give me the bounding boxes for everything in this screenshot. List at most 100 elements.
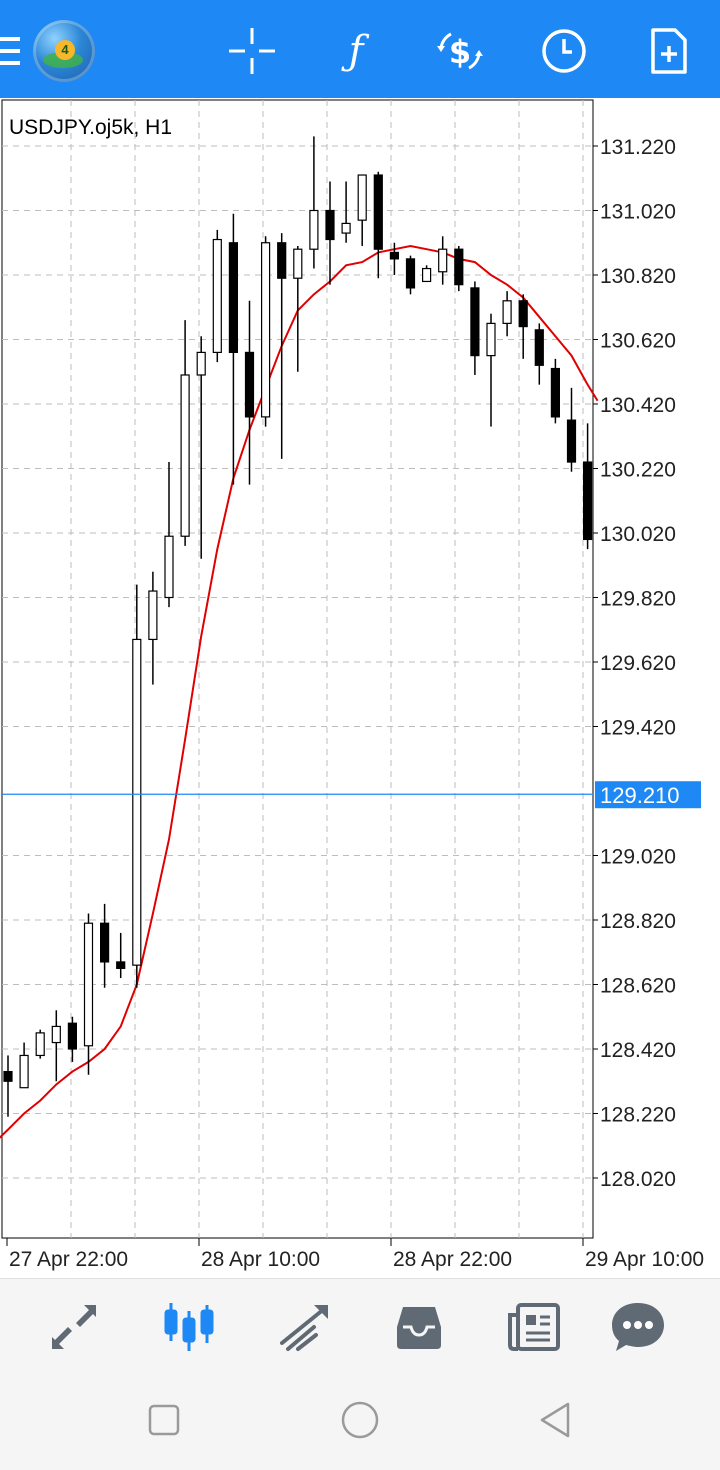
candle [405, 255, 416, 295]
candle [309, 136, 319, 269]
quotes-icon[interactable] [44, 1297, 104, 1357]
price-tick-label: 128.820 [600, 910, 676, 933]
candle-body-bear [470, 287, 480, 357]
candle [373, 171, 383, 279]
symbol-label: USDJPY.oj5k, H1 [9, 116, 172, 139]
current-price-layer: 129.210 [2, 781, 701, 809]
candle [228, 213, 238, 485]
time-tick-label: 29 Apr 10:00 [585, 1248, 704, 1271]
candle-body-bull [19, 1054, 29, 1089]
price-tick-label: 128.620 [600, 975, 676, 998]
candle-body-bull [422, 267, 432, 283]
candle-body-bull [132, 638, 142, 966]
chart-canvas[interactable]: 129.210 131.220 131.020 130.820 130.620 130.… [0, 98, 720, 1276]
candle-body-bull [309, 209, 319, 250]
candle [566, 387, 577, 472]
news-icon[interactable] [504, 1297, 564, 1357]
candle [389, 242, 399, 275]
add-file-icon[interactable] [639, 22, 697, 80]
candle [51, 1010, 61, 1082]
candle [325, 181, 335, 285]
metatrader-logo-icon[interactable]: 4 [33, 20, 95, 82]
candle-body-bear [373, 174, 383, 250]
svg-text:ƒ: ƒ [341, 28, 370, 74]
candle [534, 323, 544, 385]
candle-body-bear [3, 1070, 13, 1082]
candle-body-bear [389, 251, 399, 260]
candles-layer [3, 136, 593, 1117]
candle [35, 1029, 45, 1059]
candle-body-bear [116, 961, 126, 969]
candle [164, 462, 174, 608]
price-tick-label: 130.620 [600, 330, 676, 353]
candle-body-bull [35, 1032, 45, 1057]
price-chart[interactable]: 129.210 131.220 131.020 130.820 130.620 130.… [0, 98, 720, 1276]
candle [99, 903, 110, 988]
price-tick-label: 129.620 [600, 652, 676, 675]
function-icon[interactable]: ƒ [327, 22, 385, 80]
chat-icon[interactable] [608, 1297, 668, 1357]
hamburger-menu-icon[interactable] [0, 37, 20, 67]
candle [582, 423, 593, 550]
time-tick-label: 28 Apr 10:00 [201, 1248, 320, 1271]
candle [212, 229, 222, 363]
candle [422, 265, 432, 283]
candle-body-bull [341, 222, 351, 234]
candle [261, 236, 271, 427]
price-tick-label: 128.420 [600, 1039, 676, 1062]
candle [244, 300, 255, 485]
candle-body-bull [486, 322, 496, 357]
current-price-label: 129.210 [600, 783, 680, 808]
bottom-navigation [0, 1278, 720, 1369]
candle-body-bear [405, 258, 416, 289]
candle [180, 320, 190, 546]
candle-body-bear [454, 248, 464, 286]
candle-body-bull [261, 242, 271, 418]
candle-body-bear [244, 351, 255, 418]
candle-body-bear [277, 242, 287, 279]
price-tick-label: 130.020 [600, 523, 676, 546]
clock-icon[interactable] [535, 22, 593, 80]
trade-icon[interactable] [274, 1297, 334, 1357]
home-button[interactable] [338, 1398, 382, 1442]
candle-body-bull [212, 238, 222, 353]
trade-icon[interactable]: $ [431, 22, 489, 80]
candle [116, 932, 126, 979]
candle [502, 291, 512, 337]
candle [19, 1042, 29, 1089]
price-tick-label: 128.220 [600, 1104, 676, 1127]
history-icon[interactable] [389, 1297, 449, 1357]
candle-body-bull [293, 248, 303, 279]
candle-body-bear [518, 300, 528, 328]
price-tick-label: 131.220 [600, 136, 676, 159]
price-tick-label: 130.420 [600, 394, 676, 417]
candle-body-bull [164, 535, 174, 599]
candle-body-bear [325, 209, 335, 241]
candle-body-bear [582, 461, 593, 541]
candle-body-bear [228, 242, 238, 354]
chart-icon[interactable] [159, 1297, 219, 1357]
candle [148, 571, 158, 685]
current-price-badge [595, 781, 701, 809]
candle [550, 358, 561, 424]
recent-apps-button[interactable] [142, 1398, 186, 1442]
candle-body-bull [502, 300, 512, 324]
candle-body-bear [67, 1022, 78, 1050]
candle [518, 294, 528, 359]
crosshair-icon[interactable] [223, 22, 281, 80]
logo-badge: 4 [55, 40, 75, 60]
price-tick-label: 128.020 [600, 1168, 676, 1191]
price-tick-label: 131.020 [600, 201, 676, 224]
svg-text:$: $ [449, 33, 471, 71]
candle [3, 1055, 13, 1117]
candle [470, 281, 480, 375]
candle [83, 913, 94, 1075]
candle-body-bull [51, 1025, 61, 1044]
candle [293, 245, 303, 372]
candle-body-bear [566, 419, 577, 463]
back-button[interactable] [534, 1398, 578, 1442]
candle [67, 1016, 78, 1062]
candle [277, 233, 287, 459]
candle-body-bull [180, 374, 190, 537]
price-tick-label: 129.820 [600, 588, 676, 611]
